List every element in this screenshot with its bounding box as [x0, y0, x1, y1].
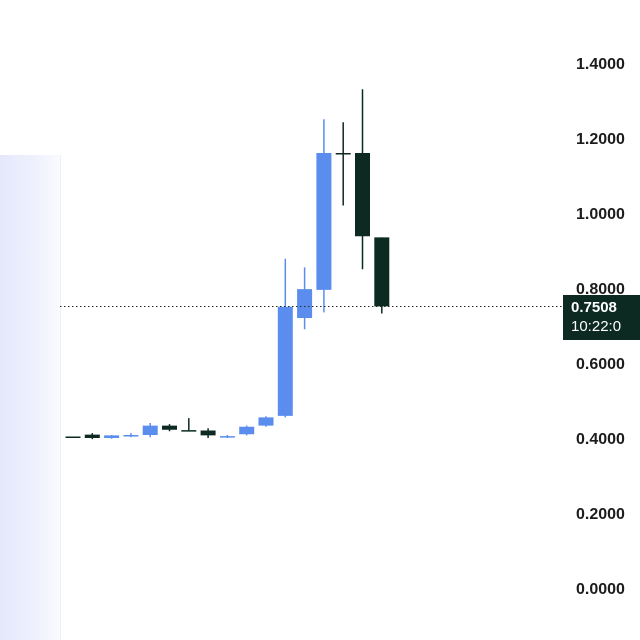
candle[interactable]	[104, 435, 120, 439]
candle[interactable]	[162, 424, 177, 432]
candle[interactable]	[181, 418, 197, 432]
candle-body	[239, 426, 255, 435]
candle-body	[335, 153, 351, 155]
candle[interactable]	[65, 436, 81, 439]
y-tick-label: 0.0000	[576, 581, 625, 598]
candle[interactable]	[297, 267, 313, 330]
candle[interactable]	[277, 258, 293, 418]
y-tick-label: 1.0000	[576, 206, 625, 223]
candle-body	[374, 237, 390, 307]
candle-body	[297, 289, 313, 318]
candle[interactable]	[335, 122, 351, 206]
candle-body	[181, 430, 197, 432]
candle-body	[123, 435, 139, 437]
candle[interactable]	[355, 89, 370, 270]
y-tick-label: 1.4000	[576, 56, 625, 73]
candle[interactable]	[258, 416, 274, 427]
candle-countdown: 10:22:0	[571, 318, 622, 335]
candle[interactable]	[84, 433, 100, 440]
y-tick-label: 1.2000	[576, 131, 625, 148]
candle[interactable]	[200, 428, 216, 438]
left-panel-glow	[0, 155, 61, 640]
candle[interactable]	[219, 435, 235, 438]
y-tick-label: 0.2000	[576, 506, 625, 523]
candles-layer	[65, 89, 390, 440]
candle-body	[316, 153, 332, 290]
last-price-badge: 0.7508 10:22:0	[563, 295, 640, 340]
candle-body	[277, 306, 293, 416]
candle[interactable]	[123, 433, 139, 438]
candle-body	[104, 435, 120, 438]
y-tick-label: 0.6000	[576, 356, 625, 373]
y-tick-label: 0.8000	[576, 281, 625, 298]
candle-body	[219, 436, 235, 438]
candle-body	[84, 434, 100, 438]
last-price-value: 0.7508	[571, 299, 617, 316]
candle[interactable]	[239, 425, 255, 436]
candle[interactable]	[374, 237, 390, 314]
candle-body	[162, 425, 177, 430]
candle-body	[355, 153, 370, 237]
y-tick-label: 0.4000	[576, 431, 625, 448]
candle-body	[200, 430, 216, 436]
candle[interactable]	[142, 423, 158, 438]
y-axis: 0.0000 0.2000 0.4000 0.6000 0.8000 1.0000 1.20…	[576, 56, 625, 598]
candle[interactable]	[316, 119, 332, 313]
candle-body	[65, 436, 81, 438]
candle-body	[258, 417, 274, 426]
candle-body	[142, 425, 158, 435]
